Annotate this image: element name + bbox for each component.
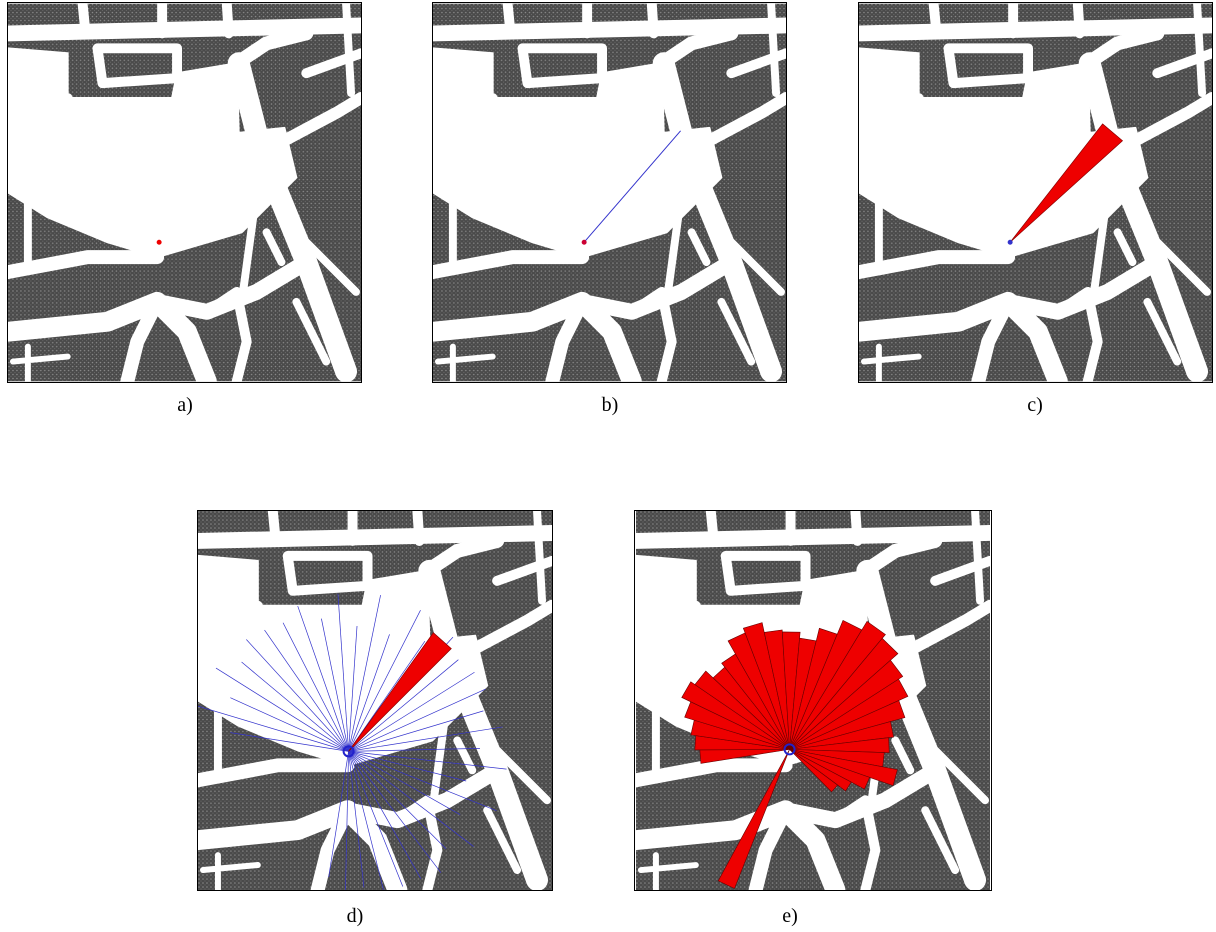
ray — [230, 697, 349, 752]
ray — [297, 605, 349, 752]
ray — [583, 130, 681, 243]
ray — [348, 726, 503, 752]
ray — [348, 710, 484, 752]
map-panel-a — [7, 2, 362, 383]
caption: c) — [1027, 394, 1043, 416]
map-panel-b — [432, 2, 787, 383]
ray — [198, 705, 349, 752]
ray — [348, 751, 422, 879]
map-panel-d — [197, 510, 553, 891]
ray — [348, 751, 474, 847]
ray — [348, 751, 447, 850]
map-panel-c — [858, 2, 1213, 383]
ray — [348, 626, 358, 752]
ray — [321, 618, 349, 752]
ray — [241, 661, 349, 752]
ray — [230, 732, 349, 752]
ray — [348, 659, 459, 752]
caption: b) — [601, 394, 619, 416]
ray — [348, 751, 467, 782]
ray — [345, 751, 349, 890]
viewpoint — [581, 239, 587, 245]
ray — [348, 751, 461, 815]
ray — [337, 593, 349, 752]
ray — [348, 748, 480, 752]
ray — [348, 751, 442, 873]
ray — [348, 751, 497, 812]
ray — [348, 751, 365, 888]
caption: e) — [782, 905, 798, 927]
viewpoint — [783, 743, 796, 756]
viewpoint — [1007, 239, 1013, 245]
visibility-wedge — [1009, 123, 1124, 243]
ray — [282, 622, 349, 752]
ray — [348, 751, 404, 887]
ray — [215, 667, 349, 752]
ray — [348, 751, 384, 890]
viewpoint — [342, 745, 355, 758]
ray — [348, 634, 390, 752]
caption: a) — [177, 394, 193, 416]
isovist-fan — [681, 619, 909, 889]
ray — [348, 688, 486, 752]
ray — [348, 751, 507, 770]
visibility-wedge — [348, 632, 452, 752]
ray — [348, 594, 381, 752]
ray — [348, 610, 421, 752]
ray — [264, 629, 349, 752]
ray — [328, 751, 349, 878]
viewpoint — [156, 239, 162, 245]
ray — [246, 639, 349, 752]
isovist-wedge — [789, 749, 839, 793]
ray — [348, 671, 475, 752]
map-panel-e — [634, 510, 992, 891]
isovist-wedge — [717, 749, 790, 889]
caption: d) — [346, 905, 364, 927]
ray-fan — [198, 593, 507, 890]
